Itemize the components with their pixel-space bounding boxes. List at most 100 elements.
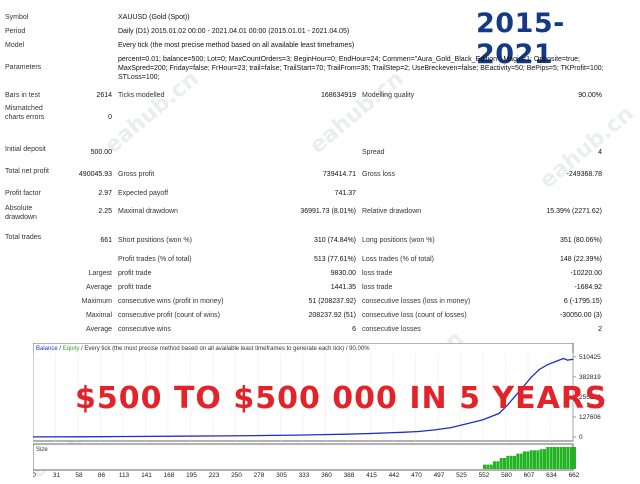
bars-label: Bars in test — [5, 92, 41, 99]
x-tick-label: 0 — [33, 472, 36, 479]
balance-point — [80, 436, 82, 438]
mismatched-label: Mismatched charts errors — [5, 105, 45, 121]
max-consecutive-wins-value: 51 (208237.92) — [308, 298, 356, 305]
long-positions-value: 351 (80.06%) — [559, 237, 602, 244]
largest-label: Largest — [88, 270, 112, 277]
max-consecutive-losses-label: consecutive losses (loss in money) — [362, 298, 471, 305]
average-consecutive-losses-value: 2 — [598, 326, 602, 333]
x-tick-label: 31 — [53, 472, 61, 479]
size-bar — [516, 453, 520, 469]
average-loss-label: loss trade — [362, 284, 393, 291]
chart-header-rest: / Every tick (the most precise method ba… — [79, 346, 370, 352]
x-tick-label: 305 — [276, 472, 287, 479]
watermark-text: eahub.cn — [535, 101, 639, 194]
average-consecutive-wins-value: 6 — [352, 326, 356, 333]
balance-point — [562, 357, 565, 360]
x-tick-label: 442 — [389, 472, 400, 479]
short-positions-label: Short positions (won %) — [118, 237, 192, 244]
size-bar — [539, 449, 543, 469]
x-tick-label: 195 — [186, 472, 197, 479]
y-tick-label: 0 — [579, 434, 583, 441]
legend-equity: Equity — [63, 346, 80, 352]
balance-point — [482, 419, 484, 421]
x-tick-label: 580 — [501, 472, 512, 479]
size-bar — [536, 450, 540, 469]
x-tick-label: 86 — [98, 472, 106, 479]
size-bar — [563, 447, 566, 469]
balance-point — [506, 405, 508, 407]
profit-trades-label: Profit trades (% of total) — [118, 256, 192, 263]
balance-point — [434, 429, 436, 431]
balance-point — [538, 368, 540, 371]
payoff-value: 741.37 — [334, 190, 356, 197]
size-bar — [486, 464, 490, 469]
maximal-consecutive-profit-value: 208237.92 (51) — [308, 312, 356, 319]
largest-profit-label: profit trade — [118, 270, 152, 277]
size-label: Size — [36, 447, 48, 453]
loss-trades-value: 148 (22.39%) — [559, 256, 602, 263]
max-consecutive-losses-value: 6 (-1795.15) — [563, 298, 602, 305]
x-tick-label: 113 — [119, 472, 130, 479]
parameters-label: Parameters — [5, 64, 42, 71]
size-bar — [566, 447, 570, 469]
ticks-label: Ticks modelled — [118, 92, 165, 99]
payoff-label: Expected payoff — [118, 190, 169, 197]
x-tick-label: 278 — [254, 472, 265, 479]
balance-point — [128, 435, 130, 438]
x-tick-label: 552 — [479, 472, 490, 479]
ticks-value: 168634919 — [320, 92, 356, 99]
size-bar — [553, 447, 556, 469]
initial-deposit-value: 500.00 — [90, 149, 112, 156]
x-tick-label: 388 — [344, 472, 355, 479]
x-tick-label: 58 — [75, 472, 83, 479]
bars-value: 2614 — [96, 92, 112, 99]
x-tick-label: 141 — [141, 472, 152, 479]
legend-separator: / — [58, 346, 63, 352]
average-loss-value: -1684.92 — [574, 284, 602, 291]
gross-profit-label: Gross profit — [118, 171, 155, 178]
size-bar — [556, 447, 560, 469]
balance-point — [572, 358, 574, 360]
x-tick-label: 470 — [411, 472, 422, 479]
net-profit-label: Total net profit — [5, 168, 49, 175]
x-tick-label: 360 — [321, 472, 332, 479]
largest-loss-value: -10220.00 — [570, 270, 602, 277]
size-bar — [573, 447, 576, 469]
maximum-label: Maximum — [81, 298, 112, 305]
x-tick-label: 168 — [164, 472, 175, 479]
size-bar — [523, 451, 526, 469]
balance-point — [450, 427, 452, 429]
short-positions-value: 310 (74.84%) — [313, 237, 356, 244]
y-tick-label: 255213 — [579, 394, 601, 401]
size-bar — [533, 450, 536, 469]
balance-point — [554, 361, 556, 363]
balance-point — [177, 435, 179, 437]
promo-caption: $500 TO $500 000 IN 5 YEARS — [75, 381, 608, 416]
size-bar — [546, 447, 550, 469]
maximal-label: Maximal — [85, 312, 112, 319]
profit-trades-value: 513 (77.61%) — [313, 256, 356, 263]
x-tick-label: 223 — [209, 472, 220, 479]
balance-chart: Balance / Equity / Every tick (the most … — [32, 342, 638, 480]
size-bar — [569, 447, 573, 469]
balance-point — [530, 376, 532, 378]
x-tick-label: 662 — [569, 472, 580, 479]
symbol-label: Symbol — [5, 14, 29, 21]
long-positions-label: Long positions (won %) — [362, 237, 435, 244]
balance-point — [514, 395, 516, 397]
y-tick-label: 510425 — [579, 354, 601, 361]
balance-series-line — [32, 357, 574, 438]
largest-loss-label: loss trade — [362, 270, 393, 277]
size-bar — [483, 464, 486, 469]
model-value: Every tick (the most precise method base… — [118, 42, 355, 49]
symbol-value: XAUUSD (Gold (Spot)) — [118, 14, 190, 21]
size-bar — [499, 458, 503, 469]
period-label: Period — [5, 28, 26, 35]
gross-loss-label: Gross loss — [362, 171, 396, 178]
x-tick-label: 415 — [366, 472, 377, 479]
size-bar — [493, 461, 496, 469]
x-tick-label: 250 — [231, 472, 242, 479]
average-consecutive-label: Average — [86, 326, 112, 333]
size-bar — [549, 447, 553, 469]
balance-point — [522, 386, 524, 388]
